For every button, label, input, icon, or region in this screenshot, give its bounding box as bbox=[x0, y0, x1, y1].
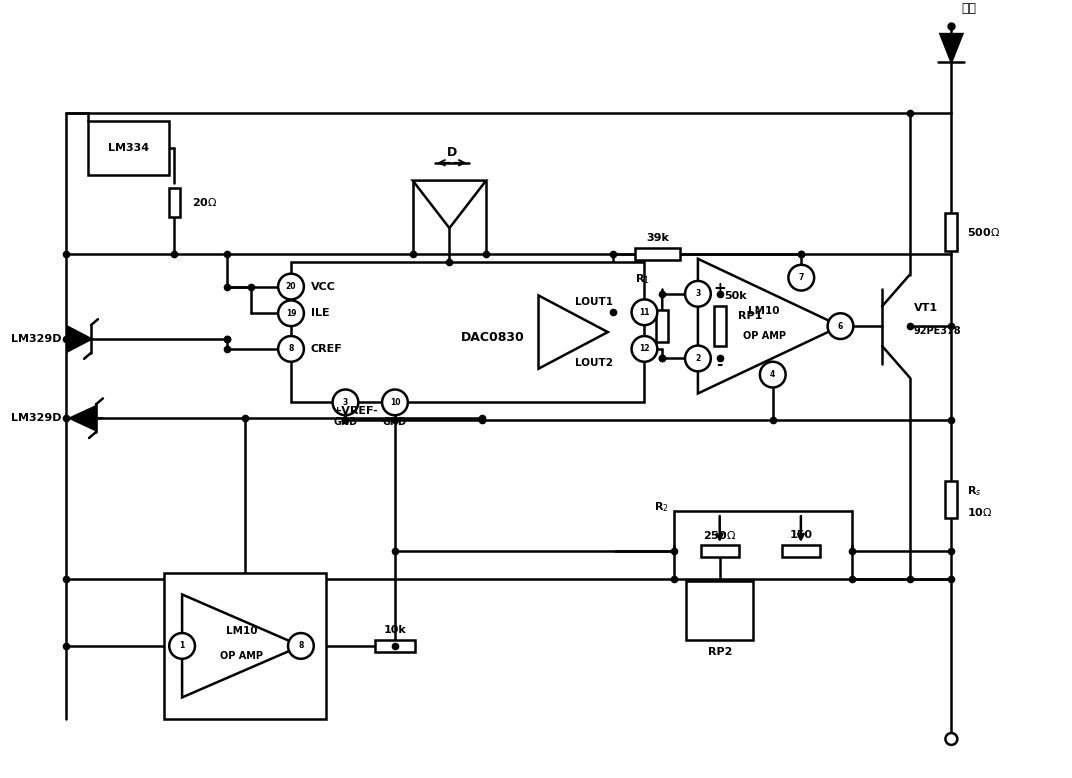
Circle shape bbox=[788, 265, 814, 290]
Text: 6: 6 bbox=[838, 321, 843, 331]
Text: LM329D: LM329D bbox=[11, 413, 61, 423]
Circle shape bbox=[828, 314, 853, 339]
Text: 10: 10 bbox=[390, 398, 400, 407]
Text: LOUT2: LOUT2 bbox=[576, 358, 613, 368]
Text: VCC: VCC bbox=[311, 282, 336, 292]
Text: LOUT1: LOUT1 bbox=[576, 297, 613, 307]
Text: OP AMP: OP AMP bbox=[743, 331, 786, 341]
Text: 39k: 39k bbox=[646, 233, 669, 243]
Text: D: D bbox=[447, 146, 457, 159]
Circle shape bbox=[631, 336, 657, 362]
Polygon shape bbox=[413, 180, 486, 228]
Text: R$_s$: R$_s$ bbox=[967, 485, 982, 499]
Text: CREF: CREF bbox=[311, 344, 343, 354]
Text: GND: GND bbox=[333, 417, 358, 427]
Polygon shape bbox=[69, 327, 91, 351]
Polygon shape bbox=[71, 406, 96, 430]
Bar bbox=[946, 213, 957, 251]
Text: 92PE378: 92PE378 bbox=[913, 326, 962, 336]
Text: 20: 20 bbox=[286, 282, 296, 291]
Text: RP2: RP2 bbox=[708, 647, 732, 657]
Text: DAC0830: DAC0830 bbox=[461, 331, 524, 344]
Bar bbox=[783, 545, 820, 557]
Bar bbox=[164, 573, 326, 719]
Text: 输入: 输入 bbox=[962, 2, 977, 15]
Text: +: + bbox=[713, 282, 726, 296]
Text: 19: 19 bbox=[286, 309, 296, 317]
Text: 150: 150 bbox=[789, 530, 813, 540]
Text: 10$\Omega$: 10$\Omega$ bbox=[967, 506, 993, 518]
Bar bbox=[635, 248, 680, 260]
Polygon shape bbox=[940, 34, 963, 61]
Text: 12: 12 bbox=[639, 345, 650, 353]
Text: 8: 8 bbox=[298, 641, 303, 650]
Circle shape bbox=[288, 633, 314, 659]
Polygon shape bbox=[698, 259, 840, 394]
Circle shape bbox=[685, 281, 711, 307]
Text: 3: 3 bbox=[696, 289, 700, 298]
Text: 11: 11 bbox=[639, 308, 650, 317]
Bar bbox=[375, 640, 415, 652]
Polygon shape bbox=[182, 594, 301, 697]
Text: R$_2$: R$_2$ bbox=[654, 500, 669, 514]
Bar bbox=[168, 187, 180, 217]
Bar bbox=[291, 261, 644, 402]
Bar bbox=[714, 307, 726, 346]
Circle shape bbox=[685, 345, 711, 371]
Circle shape bbox=[946, 733, 957, 745]
Bar bbox=[701, 545, 739, 557]
Circle shape bbox=[631, 300, 657, 325]
Bar bbox=[686, 580, 754, 640]
Circle shape bbox=[278, 300, 303, 326]
Circle shape bbox=[332, 390, 358, 415]
Circle shape bbox=[382, 390, 407, 415]
Text: 4: 4 bbox=[770, 370, 775, 379]
Text: 50k: 50k bbox=[725, 292, 747, 301]
Polygon shape bbox=[538, 296, 608, 369]
Text: 2: 2 bbox=[696, 354, 700, 363]
Text: +VREF-: +VREF- bbox=[332, 406, 378, 416]
Text: OP AMP: OP AMP bbox=[220, 651, 263, 661]
Text: VT1: VT1 bbox=[913, 303, 938, 314]
Circle shape bbox=[169, 633, 195, 659]
Text: R$_1$: R$_1$ bbox=[636, 272, 651, 286]
Text: RP1: RP1 bbox=[738, 311, 762, 321]
Text: LM329D: LM329D bbox=[11, 334, 61, 344]
Text: LM10: LM10 bbox=[226, 626, 257, 636]
Text: ILE: ILE bbox=[311, 308, 329, 318]
Bar bbox=[946, 481, 957, 518]
Text: -: - bbox=[716, 357, 723, 372]
Text: 7: 7 bbox=[799, 273, 804, 282]
Circle shape bbox=[760, 362, 786, 387]
Text: 10k: 10k bbox=[384, 625, 406, 635]
Text: LM10: LM10 bbox=[748, 307, 780, 317]
Text: 500$\Omega$: 500$\Omega$ bbox=[967, 226, 1000, 238]
Circle shape bbox=[278, 336, 303, 362]
Text: 3: 3 bbox=[343, 398, 348, 407]
Text: 20$\Omega$: 20$\Omega$ bbox=[192, 196, 218, 209]
Text: 8: 8 bbox=[288, 345, 294, 353]
Circle shape bbox=[278, 274, 303, 300]
Bar bbox=[88, 121, 169, 174]
Text: GND: GND bbox=[383, 417, 407, 427]
Text: 1: 1 bbox=[179, 641, 184, 650]
Text: 250$\Omega$: 250$\Omega$ bbox=[703, 529, 736, 541]
Text: LM334: LM334 bbox=[108, 143, 149, 153]
Bar bbox=[656, 310, 668, 342]
